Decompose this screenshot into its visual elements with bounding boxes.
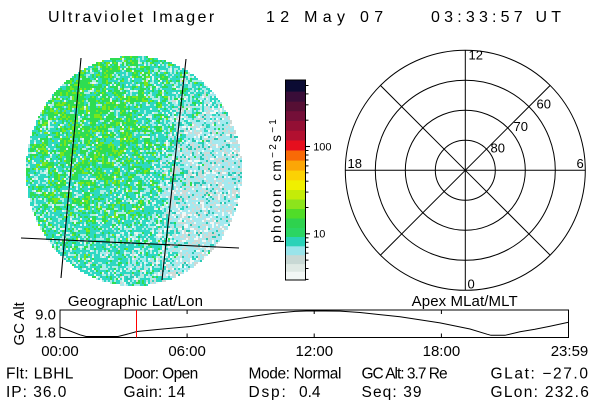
svg-text:photon cm−2s−1: photon cm−2s−1 <box>268 117 284 243</box>
svg-text:Seq: 39: Seq: 39 <box>362 384 423 400</box>
svg-text:Mode: Normal: Mode: Normal <box>249 366 342 383</box>
svg-text:18:00: 18:00 <box>423 343 461 360</box>
svg-text:GC Alt: 3.7 Re: GC Alt: 3.7 Re <box>362 366 447 383</box>
svg-text:GLat: −27.0: GLat: −27.0 <box>491 366 590 383</box>
svg-text:Apex MLat/MLT: Apex MLat/MLT <box>412 293 518 310</box>
svg-text:6: 6 <box>577 156 584 171</box>
svg-text:0.4: 0.4 <box>299 384 321 400</box>
svg-text:80: 80 <box>491 141 505 156</box>
svg-text:Door: Open: Door: Open <box>124 366 198 383</box>
svg-text:Dsp:: Dsp: <box>249 384 288 400</box>
svg-text:Gain: 14: Gain: 14 <box>124 384 186 400</box>
svg-text:Geographic Lat/Lon: Geographic Lat/Lon <box>68 293 203 310</box>
svg-text:60: 60 <box>537 97 551 112</box>
svg-text:23:59: 23:59 <box>551 343 589 360</box>
svg-text:Ultraviolet Imager: Ultraviolet Imager <box>48 9 217 26</box>
svg-text:GC Alt: GC Alt <box>11 301 28 345</box>
svg-text:0: 0 <box>468 277 475 292</box>
svg-text:1.8: 1.8 <box>35 325 56 342</box>
svg-text:9.0: 9.0 <box>35 306 56 323</box>
svg-text:00:00: 00:00 <box>41 343 79 360</box>
svg-text:12:00: 12:00 <box>296 343 334 360</box>
svg-text:12: 12 <box>469 48 483 63</box>
svg-text:18: 18 <box>348 156 362 171</box>
svg-text:03:33:57 UT: 03:33:57 UT <box>431 9 565 26</box>
svg-text:Flt: LBHL: Flt: LBHL <box>6 366 74 383</box>
svg-text:IP: 36.0: IP: 36.0 <box>6 384 67 400</box>
svg-text:GLon: 232.6: GLon: 232.6 <box>491 384 591 400</box>
svg-text:70: 70 <box>514 119 528 134</box>
svg-text:100: 100 <box>313 141 331 153</box>
svg-text:10: 10 <box>313 229 325 241</box>
svg-text:12 May 07: 12 May 07 <box>266 9 388 26</box>
svg-text:06:00: 06:00 <box>168 343 206 360</box>
